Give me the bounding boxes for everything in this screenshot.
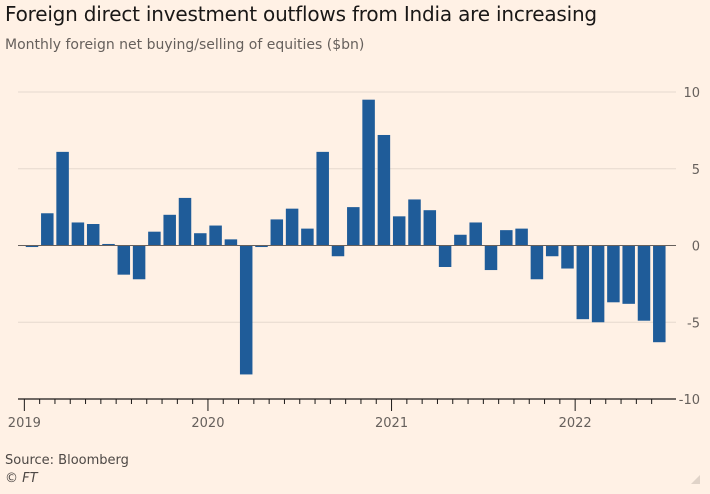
bars: Jan 2019: -0.1Feb 2019: 2.1Mar 2019: 6.1… <box>25 99 666 375</box>
bar: Jul 2019: -1.9 <box>117 245 131 275</box>
bar: Mar 2021: 2.3 <box>423 210 437 246</box>
bar: Jul 2020: 1.1 <box>301 228 314 246</box>
bar: Nov 2019: 3.1 <box>178 197 192 246</box>
bar: Sep 2020: -0.7 <box>331 245 345 257</box>
x-tick-label: 2019 <box>8 416 41 431</box>
bar: Nov 2021: -0.7 <box>545 245 559 257</box>
bar: May 2022: -4.9 <box>637 245 651 321</box>
bar: Nov 2020: 9.5 <box>362 99 375 246</box>
bar: Dec 2020: 7.2 <box>377 134 391 246</box>
bar: Apr 2021: -1.4 <box>438 245 452 267</box>
bar: Feb 2022: -5 <box>591 245 605 323</box>
bar: May 2020: 1.7 <box>270 219 284 246</box>
bar: Jul 2021: -1.6 <box>484 245 498 271</box>
bar: Feb 2019: 2.1 <box>41 213 54 246</box>
bar: Aug 2020: 6.1 <box>316 151 329 246</box>
ft-credit: © FT <box>5 471 38 486</box>
x-tick-label: 2021 <box>375 416 408 431</box>
bar: Sep 2021: 1.1 <box>515 228 528 246</box>
bar: Sep 2019: 0.9 <box>148 231 161 246</box>
bar: May 2021: 0.7 <box>454 234 467 246</box>
bar: Apr 2022: -3.8 <box>622 245 635 304</box>
bar: Feb 2020: 0.4 <box>224 239 238 246</box>
bar: Jan 2020: 1.3 <box>209 225 222 246</box>
bar: Jun 2021: 1.5 <box>469 222 482 246</box>
y-tick-label: 5 <box>692 163 700 178</box>
bar: Oct 2020: 2.5 <box>347 207 360 246</box>
y-axis-labels: 10 5 0 -5 -10 <box>679 86 700 408</box>
bar: Oct 2021: -2.2 <box>530 245 544 280</box>
bar: Dec 2021: -1.5 <box>561 245 574 269</box>
x-axis: 2019 2020 2021 2022 <box>8 398 676 431</box>
y-tick-label: -5 <box>687 316 700 331</box>
bar: Apr 2019: 1.5 <box>71 222 85 246</box>
bar: Jan 2021: 1.9 <box>392 216 406 246</box>
bar: Dec 2019: 0.8 <box>194 233 207 246</box>
bar: Aug 2019: -2.2 <box>132 245 146 280</box>
bar: Jan 2022: -4.8 <box>576 245 590 320</box>
bar: Apr 2020: -0.1 <box>255 245 268 248</box>
bar: Mar 2020: -8.4 <box>239 245 253 375</box>
bar: Aug 2021: 1 <box>500 230 513 246</box>
chart-title: Foreign direct investment outflows from … <box>5 2 597 26</box>
chart-subtitle: Monthly foreign net buying/selling of eq… <box>5 37 365 53</box>
y-tick-label: -10 <box>679 393 700 408</box>
bar: Mar 2019: 6.1 <box>56 151 69 246</box>
bar: Jun 2022: -6.3 <box>653 245 666 343</box>
x-tick-label: 2022 <box>559 416 592 431</box>
source-note: Source: Bloomberg <box>5 453 129 468</box>
gridlines <box>18 91 676 323</box>
y-tick-label: 0 <box>692 240 700 255</box>
bar: Feb 2021: 3 <box>408 199 421 246</box>
x-tick-label: 2020 <box>191 416 224 431</box>
bar: Jun 2020: 2.4 <box>285 208 299 246</box>
resize-corner-icon <box>691 475 700 484</box>
y-tick-label: 10 <box>683 86 700 101</box>
bar: Oct 2019: 2 <box>163 214 176 246</box>
bar: Mar 2022: -3.7 <box>607 245 620 303</box>
bar: May 2019: 1.4 <box>86 224 100 246</box>
bar: Jun 2019: 0.1 <box>102 243 115 246</box>
bar: Jan 2019: -0.1 <box>25 245 39 248</box>
